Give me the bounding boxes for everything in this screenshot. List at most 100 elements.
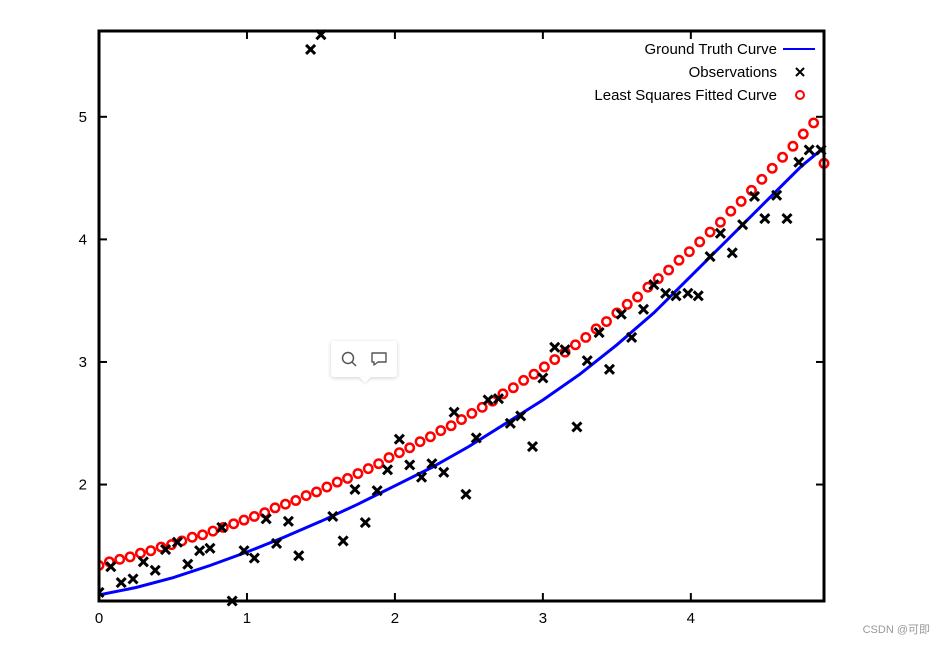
x-tick-label: 2 (391, 610, 399, 627)
ground-truth-curve (99, 146, 825, 597)
fitted-point (476, 401, 488, 413)
legend-label: Observations (689, 64, 777, 81)
fitted-point (424, 431, 436, 443)
fitted-point (311, 486, 322, 498)
fitted-point (808, 117, 820, 129)
observation-point (149, 564, 161, 576)
observation-point (626, 331, 638, 344)
observation-point (660, 287, 672, 299)
observation-point (492, 393, 505, 405)
fitted-point (756, 173, 768, 185)
fitted-point (663, 264, 675, 276)
fitted-point (683, 246, 695, 258)
observation-point (248, 552, 260, 564)
observation-point (426, 458, 438, 470)
fitted-point (114, 553, 126, 565)
fitted-point (549, 354, 561, 365)
y-tick-label: 3 (79, 354, 87, 371)
y-tick-label: 5 (79, 109, 87, 126)
fitted-point (735, 195, 747, 207)
legend-label: Least Squares Fitted Curve (594, 87, 777, 104)
fitted-point (601, 316, 612, 327)
fitted-point (300, 490, 312, 502)
observation-point (171, 536, 183, 548)
observation-point (127, 573, 139, 585)
fitted-point (445, 420, 457, 432)
fitted-point (497, 388, 509, 400)
observation-point (581, 355, 593, 367)
observation-point (482, 394, 494, 406)
observation-point (194, 545, 206, 557)
fitted-point (694, 236, 706, 248)
fitted-point (652, 273, 664, 285)
legend-label: Ground Truth Curve (644, 41, 777, 58)
observation-point (781, 212, 793, 225)
fitted-point (342, 472, 354, 484)
fitted-point (155, 541, 167, 553)
observation-point (404, 459, 416, 471)
observation-point (381, 464, 394, 476)
observation-point (704, 250, 716, 263)
fitted-point (124, 551, 136, 563)
observation-point (692, 290, 704, 302)
observation-point (537, 372, 549, 384)
observation-point (137, 556, 149, 568)
fitted-point (321, 481, 333, 493)
observation-point (793, 156, 805, 168)
fitted-point (714, 216, 726, 228)
y-tick-label: 2 (79, 477, 87, 494)
x-tick-label: 1 (243, 610, 251, 627)
fitted-point (404, 442, 416, 454)
observation-point (648, 279, 660, 291)
fitted-point (621, 298, 633, 310)
observation-point (670, 290, 682, 302)
fitted-point (725, 205, 737, 217)
fitted-point (269, 502, 281, 514)
fitted-point (777, 151, 789, 163)
watermark: CSDN @可即 (862, 624, 930, 636)
selection-popup (331, 341, 397, 383)
observation-point (593, 326, 605, 339)
legend: Ground Truth Curve Observations Least Squa… (594, 41, 815, 104)
fitted-point (393, 447, 405, 459)
fitted-point (766, 162, 778, 174)
fitted-point (704, 226, 716, 238)
observation-point (204, 542, 216, 554)
observation-point (559, 344, 571, 356)
fitted-point (590, 323, 602, 335)
comment-icon[interactable] (369, 349, 389, 369)
observation-point (327, 510, 339, 522)
fitted-point (217, 522, 229, 533)
fitted-point (290, 495, 302, 506)
fitted-point (134, 547, 146, 559)
fitted-point (197, 529, 209, 541)
observation-point (415, 471, 428, 483)
plot-frame (97, 29, 826, 603)
observation-point (359, 516, 371, 529)
observation-point (504, 417, 516, 429)
fitted-point (383, 452, 395, 464)
observation-point (105, 561, 117, 573)
observation-point (759, 212, 771, 225)
observation-point (603, 363, 616, 375)
fitted-point (787, 140, 799, 152)
fitted-point (373, 458, 385, 470)
search-icon[interactable] (339, 349, 359, 369)
observation-point (349, 483, 361, 496)
fitted-point (207, 525, 219, 537)
observation-point (270, 537, 283, 549)
fitted-point (352, 468, 364, 479)
fitted-point (186, 531, 198, 543)
fitted-point (580, 332, 592, 343)
observation-point (260, 513, 272, 525)
observation-point (448, 406, 460, 418)
observation-point (726, 247, 738, 259)
observation-point (293, 550, 305, 562)
observation-point (470, 432, 482, 444)
observation-point (216, 521, 228, 534)
fitted-point (279, 498, 291, 510)
x-tick-label: 0 (95, 610, 103, 627)
observation-point (115, 577, 127, 589)
legend-circle-swatch (795, 90, 805, 100)
